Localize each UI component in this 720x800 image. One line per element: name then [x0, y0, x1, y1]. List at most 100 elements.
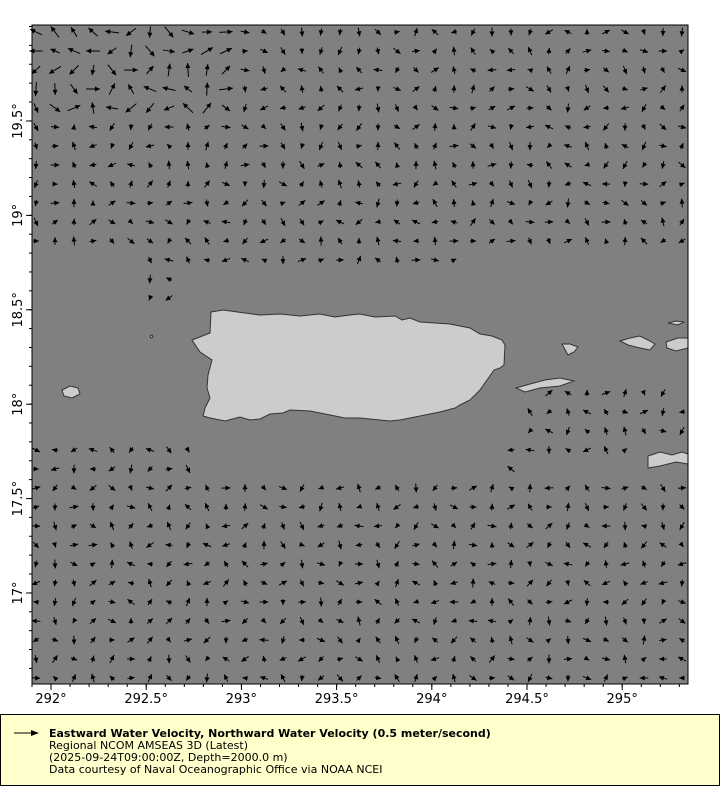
velocity-arrow: [641, 523, 647, 529]
velocity-arrow: [413, 180, 419, 188]
velocity-arrow: [298, 181, 305, 187]
velocity-arrow: [241, 124, 249, 130]
velocity-arrow: [565, 48, 571, 54]
velocity-arrow: [259, 504, 269, 510]
velocity-arrow: [621, 199, 629, 207]
velocity-arrow: [110, 542, 116, 548]
velocity-arrow: [640, 124, 646, 130]
velocity-arrow: [280, 161, 286, 169]
velocity-arrow: [69, 504, 79, 510]
velocity-arrow: [182, 102, 194, 114]
x-tick-label: 293°: [226, 692, 257, 707]
x-tick-label: 294.5°: [505, 692, 549, 707]
velocity-arrow: [640, 200, 648, 206]
velocity-arrow: [659, 66, 665, 74]
velocity-arrow: [104, 29, 120, 35]
velocity-arrow: [622, 47, 628, 53]
velocity-arrow: [184, 237, 192, 245]
velocity-arrow: [261, 218, 267, 226]
velocity-arrow: [337, 161, 343, 169]
velocity-arrow: [527, 503, 533, 511]
velocity-arrow: [374, 598, 382, 606]
velocity-arrow: [469, 675, 477, 681]
velocity-arrow: [431, 541, 438, 548]
velocity-arrow: [544, 29, 554, 35]
velocity-arrow: [128, 447, 135, 453]
velocity-arrow: [241, 199, 249, 207]
velocity-arrow: [641, 141, 647, 151]
velocity-arrow: [470, 561, 477, 568]
velocity-arrow: [336, 657, 344, 662]
velocity-arrow: [584, 141, 590, 151]
velocity-arrow: [184, 485, 192, 491]
velocity-arrow: [564, 181, 572, 186]
legend-title: Eastward Water Velocity, Northward Water…: [49, 727, 491, 740]
velocity-arrow: [601, 580, 611, 586]
velocity-arrow: [565, 580, 570, 586]
velocity-arrow: [184, 637, 192, 643]
velocity-arrow: [432, 198, 438, 208]
velocity-arrow: [185, 655, 191, 663]
velocity-arrow: [280, 673, 286, 683]
velocity-arrow: [432, 503, 438, 511]
velocity-arrow: [336, 674, 344, 682]
velocity-arrow: [640, 580, 648, 585]
velocity-arrow: [185, 522, 191, 530]
velocity-arrow: [603, 161, 609, 169]
velocity-arrow: [259, 48, 269, 54]
velocity-arrow: [506, 200, 516, 206]
velocity-arrow: [566, 408, 571, 416]
velocity-arrow: [394, 199, 400, 207]
velocity-arrow: [582, 675, 592, 681]
velocity-arrow: [356, 47, 362, 55]
velocity-arrow: [124, 67, 138, 73]
velocity-arrow: [546, 237, 551, 245]
velocity-arrow: [584, 428, 591, 435]
velocity-arrow: [223, 199, 229, 206]
velocity-arrow: [487, 162, 497, 168]
velocity-arrow: [52, 675, 59, 682]
velocity-arrow: [506, 105, 516, 111]
velocity-arrow: [185, 675, 192, 681]
velocity-arrow: [148, 162, 154, 169]
velocity-arrow: [88, 181, 98, 187]
velocity-arrow: [623, 218, 628, 226]
velocity-arrow: [280, 522, 285, 530]
velocity-arrow: [298, 599, 306, 605]
velocity-arrow: [488, 655, 496, 663]
velocity-arrow: [279, 105, 287, 111]
velocity-arrow: [639, 409, 649, 415]
velocity-arrow: [105, 105, 119, 111]
velocity-arrow: [280, 66, 287, 73]
velocity-arrow: [221, 257, 231, 263]
velocity-arrow: [584, 502, 590, 512]
velocity-arrow: [622, 676, 628, 682]
velocity-arrow: [411, 257, 421, 263]
velocity-arrow: [679, 426, 685, 436]
velocity-arrow: [318, 66, 324, 74]
velocity-arrow: [185, 464, 191, 474]
velocity-arrow: [487, 67, 497, 73]
velocity-arrow: [527, 141, 533, 151]
velocity-arrow: [90, 466, 96, 472]
velocity-arrow: [204, 124, 210, 131]
velocity-arrow: [546, 616, 552, 626]
velocity-arrow: [413, 27, 419, 37]
velocity-arrow: [318, 47, 324, 55]
velocity-arrow: [374, 28, 382, 36]
velocity-arrow: [545, 522, 553, 530]
velocity-arrow: [525, 447, 535, 453]
velocity-arrow: [336, 580, 344, 586]
velocity-arrow: [621, 143, 629, 149]
velocity-arrow: [145, 447, 155, 453]
velocity-arrow: [470, 106, 476, 111]
velocity-arrow: [546, 654, 552, 664]
velocity-arrow: [584, 389, 590, 397]
x-tick-label: 294°: [416, 692, 447, 707]
velocity-arrow: [678, 541, 684, 548]
velocity-arrow: [147, 123, 153, 131]
velocity-arrow: [223, 238, 229, 243]
velocity-arrow: [451, 617, 457, 623]
velocity-arrow: [451, 46, 457, 56]
velocity-arrow: [338, 67, 344, 74]
